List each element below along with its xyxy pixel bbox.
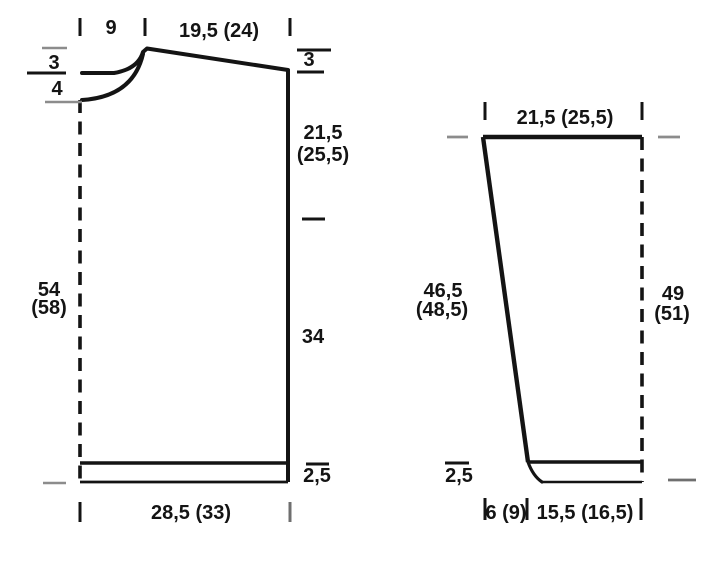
body-front-neck-curve — [80, 52, 145, 102]
sleeve-straight-length-label-line1: 49 — [662, 283, 684, 305]
body-armhole-depth-label-line2: (25,5) — [297, 144, 349, 166]
body-shoulder-slope-label: 3 — [303, 49, 314, 71]
body-hem-width-label: 28,5 (33) — [151, 502, 231, 524]
body-side-seam-label: 34 — [302, 326, 325, 348]
body-back-neck-and-shoulder-line — [80, 46, 290, 75]
sleeve-piece: 21,5 (25,5) 46,5 (48,5) 49 (51) 2,5 6 (9… — [416, 102, 696, 524]
sleeve-cuff-ribbing-label: 2,5 — [445, 465, 473, 487]
sleeve-top-width-label: 21,5 (25,5) — [517, 107, 614, 129]
sleeve-cuff-curve — [526, 460, 544, 484]
body-total-length-label-line1: 54 — [38, 279, 61, 301]
sleeve-slant-length-label-line2: (48,5) — [416, 299, 468, 321]
sleeve-slant-edge — [480, 136, 531, 463]
body-neck-width-label: 9 — [105, 17, 116, 39]
body-total-length-label-line2: (58) — [31, 297, 67, 319]
sleeve-cuff-width-label: 15,5 (16,5) — [537, 502, 634, 524]
sleeve-straight-length-label-line2: (51) — [654, 303, 690, 325]
body-armhole-depth-label-line1: 21,5 — [304, 122, 343, 144]
sleeve-slant-length-label-line1: 46,5 — [424, 280, 463, 302]
sleeve-bottom-inset-label: 6 (9) — [485, 502, 526, 524]
body-back-neck-depth-label: 3 — [48, 52, 59, 74]
body-shoulder-span-label: 19,5 (24) — [179, 20, 259, 42]
body-ribbing-height-label: 2,5 — [303, 465, 331, 487]
body-front-neck-extra-label: 4 — [51, 78, 63, 100]
body-piece: 9 19,5 (24) 3 4 3 21,5 (25,5) 54 (58) 34… — [27, 17, 349, 524]
